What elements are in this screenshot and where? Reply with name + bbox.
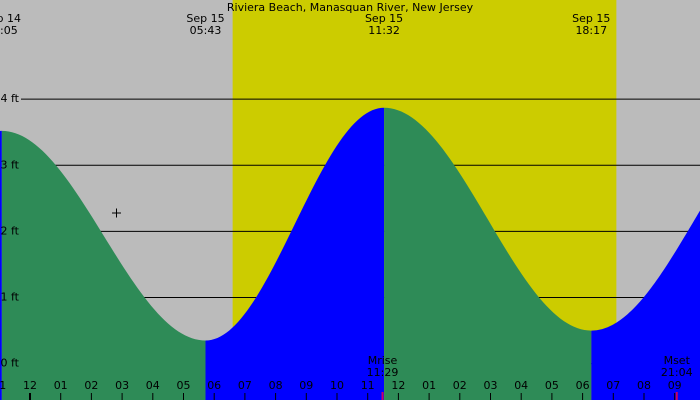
extreme-date: Sep 14 — [0, 12, 21, 25]
hour-label: 05 — [177, 379, 191, 392]
chart-title: Riviera Beach, Manasquan River, New Jers… — [227, 1, 474, 14]
hour-label: 10 — [330, 379, 344, 392]
hour-label: 12 — [23, 379, 37, 392]
rising-tide — [205, 107, 385, 400]
moon-time: 11:29 — [367, 366, 399, 379]
extreme-time: 05:43 — [190, 24, 222, 37]
hour-label: 08 — [637, 379, 651, 392]
cursor — [112, 208, 121, 218]
extreme-date: Sep 15 — [365, 12, 403, 25]
hour-label: 03 — [115, 379, 129, 392]
hour-label: 05 — [545, 379, 559, 392]
falling-tide — [384, 107, 592, 400]
hour-label: 06 — [576, 379, 590, 392]
hour-label: 09 — [299, 379, 313, 392]
hour-label: 07 — [606, 379, 620, 392]
extreme-time: 18:17 — [575, 24, 607, 37]
rising-tide — [0, 130, 2, 400]
hour-label: 01 — [422, 379, 436, 392]
hour-label: 09 — [668, 379, 682, 392]
moon-label: Mset — [664, 354, 691, 367]
moon-time: 21:04 — [661, 366, 693, 379]
hour-label: 04 — [146, 379, 160, 392]
hour-label: 01 — [54, 379, 68, 392]
moon-label: Mrise — [368, 354, 398, 367]
extreme-date: Sep 15 — [186, 12, 224, 25]
hour-label: 04 — [514, 379, 528, 392]
extreme-time: 23:05 — [0, 24, 18, 37]
y-tick-label: 4 ft — [1, 92, 20, 105]
extreme-time: 11:32 — [368, 24, 400, 37]
hour-label: 02 — [84, 379, 98, 392]
y-tick-label: 0 ft — [1, 357, 20, 370]
hour-label: 02 — [453, 379, 467, 392]
hour-label: 11 — [361, 379, 375, 392]
y-tick-label: 2 ft — [1, 224, 20, 237]
rising-tide — [591, 210, 700, 400]
y-tick-label: 1 ft — [1, 291, 20, 304]
hour-label: 06 — [207, 379, 221, 392]
hour-label: 12 — [391, 379, 405, 392]
hour-label: 08 — [269, 379, 283, 392]
hour-label: 07 — [238, 379, 252, 392]
falling-tide — [1, 130, 206, 400]
hour-label: 03 — [484, 379, 498, 392]
extreme-date: Sep 15 — [572, 12, 610, 25]
hour-label: 11 — [0, 379, 6, 392]
y-tick-label: 3 ft — [1, 158, 20, 171]
